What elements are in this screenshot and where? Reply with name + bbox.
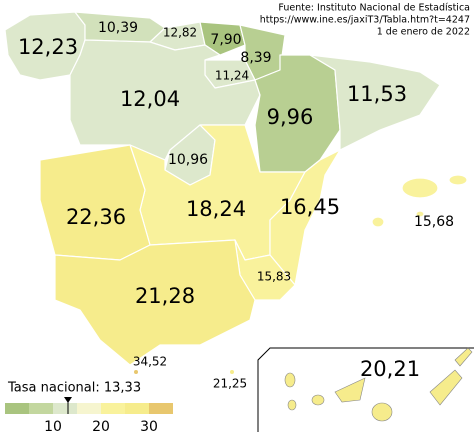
region-label: 12,04 <box>120 87 180 111</box>
canarias-frame <box>257 347 474 432</box>
legend-swatch <box>77 403 101 414</box>
region-label: 18,24 <box>186 197 246 221</box>
legend-swatch <box>29 403 53 414</box>
region-label: 22,36 <box>66 205 126 229</box>
legend-swatch <box>53 403 77 414</box>
national-marker <box>64 397 72 403</box>
legend-title: Tasa nacional: 13,33 <box>7 381 141 396</box>
region-label: 10,96 <box>168 152 208 168</box>
andalucia <box>54 239 256 366</box>
region-label: 15,68 <box>414 214 454 230</box>
legend-tick: 10 <box>44 419 62 435</box>
region-label: 34,52 <box>133 355 167 369</box>
island <box>371 402 393 422</box>
region-label: 7,90 <box>210 32 241 48</box>
region-label: 11,53 <box>347 82 407 106</box>
mallorca <box>401 177 439 199</box>
region-label: 10,39 <box>98 20 138 36</box>
legend-swatch <box>101 403 125 414</box>
legend-swatch <box>5 403 29 414</box>
legend-tick: 30 <box>140 419 158 435</box>
region-label: 15,83 <box>257 270 291 284</box>
pais-vasco <box>199 21 246 56</box>
regions <box>4 11 468 374</box>
island <box>284 372 296 388</box>
cataluna <box>309 54 441 151</box>
source-line: 1 de enero de 2022 <box>377 27 470 38</box>
ibiza <box>371 216 385 228</box>
island <box>334 377 366 403</box>
region-label: 8,39 <box>240 50 271 66</box>
source-line: https://www.ine.es/jaxiT3/Tabla.htm?t=42… <box>260 15 470 26</box>
menorca <box>448 174 468 186</box>
island <box>311 394 325 406</box>
region-label: 21,25 <box>213 377 247 391</box>
region-label: 11,24 <box>215 69 249 83</box>
ceuta <box>134 370 138 374</box>
island <box>429 369 463 406</box>
region-label: 9,96 <box>267 105 314 129</box>
melilla <box>230 370 234 374</box>
extremadura <box>39 144 151 261</box>
legend-tick: 20 <box>92 419 110 435</box>
region-label: 21,28 <box>135 284 195 308</box>
region-label: 12,23 <box>18 35 78 59</box>
legend: Tasa nacional: 13,33 10 20 30 <box>5 381 173 435</box>
source-line: Fuente: Instituto Nacional de Estadístic… <box>278 3 470 14</box>
formentera <box>415 210 425 218</box>
region-label: 20,21 <box>360 357 420 381</box>
canarias <box>284 347 473 422</box>
legend-swatch <box>125 403 149 414</box>
region-label: 12,82 <box>163 26 197 40</box>
island <box>287 399 297 411</box>
legend-swatch <box>149 403 173 414</box>
island <box>454 347 473 367</box>
region-label: 16,45 <box>280 195 340 219</box>
